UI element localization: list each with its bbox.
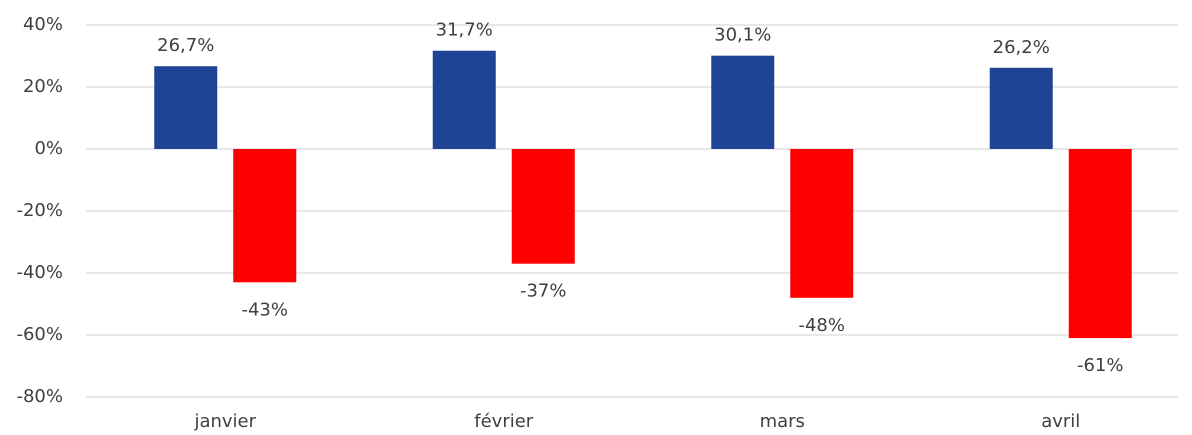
- y-tick-label: -60%: [16, 324, 63, 345]
- bar: [711, 55, 775, 149]
- bar: [233, 149, 297, 283]
- bar: [432, 50, 496, 150]
- data-label: -43%: [241, 299, 288, 320]
- y-tick-label: -40%: [16, 262, 63, 283]
- x-tick-label: mars: [760, 411, 805, 432]
- y-tick-label: 0%: [34, 138, 63, 159]
- data-label: 26,7%: [157, 35, 214, 56]
- data-label: 26,2%: [993, 37, 1050, 58]
- bar: [511, 149, 575, 264]
- y-tick-label: -80%: [16, 386, 63, 407]
- data-label: 31,7%: [436, 20, 493, 41]
- data-label: 30,1%: [714, 25, 771, 46]
- x-tick-label: janvier: [193, 411, 256, 432]
- bar: [154, 66, 218, 149]
- y-tick-label: 40%: [23, 14, 63, 35]
- y-tick-label: 20%: [23, 76, 63, 97]
- x-tick-label: avril: [1041, 411, 1080, 432]
- x-tick-label: février: [474, 411, 534, 432]
- bar: [1068, 149, 1132, 339]
- bar: [790, 149, 854, 298]
- data-label: -37%: [520, 281, 567, 302]
- data-label: -48%: [798, 315, 845, 336]
- data-label: -61%: [1077, 355, 1124, 376]
- bar: [989, 67, 1053, 149]
- y-tick-label: -20%: [16, 200, 63, 221]
